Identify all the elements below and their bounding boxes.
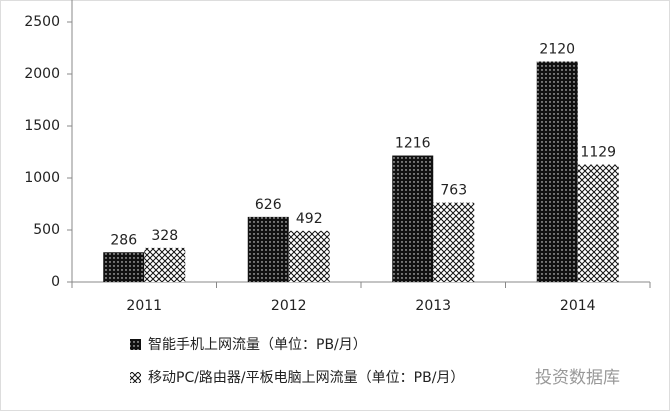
legend-label: 智能手机上网流量（单位：PB/月）: [148, 337, 367, 353]
bar: [433, 202, 475, 282]
bar: [288, 230, 330, 282]
y-tick-label: 1500: [24, 118, 60, 134]
legend-swatch: [130, 372, 141, 383]
value-label: 1129: [580, 145, 616, 161]
value-label: 328: [151, 228, 178, 244]
bar: [103, 252, 145, 282]
value-label: 626: [255, 197, 282, 213]
value-label: 492: [296, 211, 323, 227]
value-label: 2120: [539, 42, 575, 58]
watermark: 投资数据库: [535, 368, 620, 388]
x-tick-label: 2012: [271, 298, 307, 314]
y-tick-label: 1000: [24, 170, 60, 186]
value-label: 763: [440, 183, 467, 199]
x-tick-label: 2013: [415, 298, 451, 314]
legend-label: 移动PC/路由器/平板电脑上网流量（单位：PB/月）: [148, 370, 464, 386]
bar: [536, 61, 578, 282]
value-label: 1216: [395, 136, 431, 152]
y-tick-label: 500: [33, 222, 60, 238]
bar: [392, 155, 434, 282]
x-tick-label: 2011: [126, 298, 162, 314]
y-tick-label: 0: [51, 274, 60, 290]
y-tick-label: 2500: [24, 14, 60, 30]
bar: [247, 216, 289, 282]
value-label: 286: [110, 232, 137, 248]
bar: [577, 164, 619, 282]
legend-swatch: [130, 339, 141, 350]
bar: [144, 247, 186, 282]
x-tick-label: 2014: [560, 298, 596, 314]
y-tick-label: 2000: [24, 66, 60, 82]
